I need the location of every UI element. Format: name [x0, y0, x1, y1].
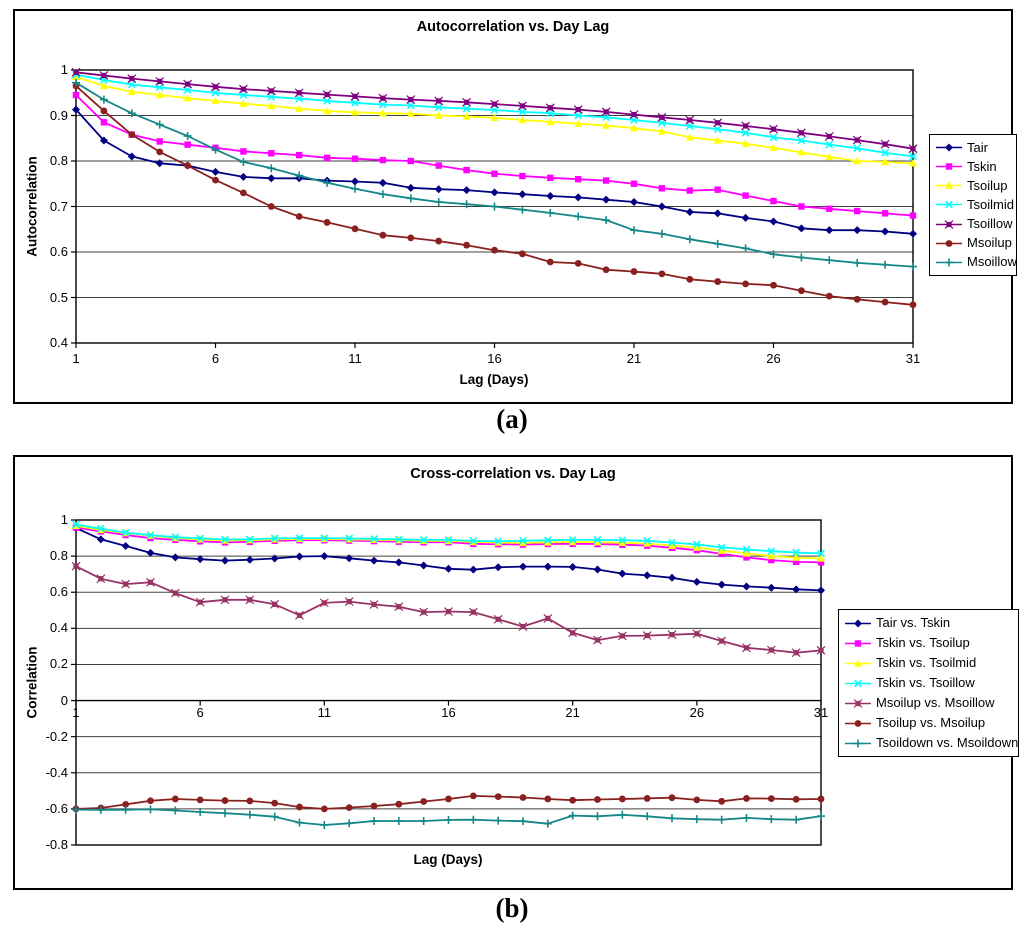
x-tick-label: 31 [905, 351, 921, 366]
legend-label: Tskin [967, 158, 997, 174]
triangle-marker-icon [845, 659, 871, 667]
y-tick-label: 0.4 [49, 335, 68, 350]
legend-item-tsoildown-vs-msoildown: Tsoildown vs. Msoildown [844, 735, 1019, 750]
y-tick-label: -0.6 [45, 800, 68, 816]
x-marker-icon [936, 201, 962, 209]
caption-b: (b) [495, 893, 529, 923]
diamond-marker-icon [936, 143, 962, 152]
x-tick-label: 1 [72, 351, 80, 366]
legend-item-tair: Tair [935, 139, 1014, 155]
legend-label: Tskin vs. Tsoillow [876, 675, 975, 690]
x-tick-label: 6 [196, 705, 204, 720]
legend-label: Tair vs. Tskin [876, 615, 951, 630]
legend-label: Tsoilmid [967, 196, 1014, 212]
legend-item-msoillow: Msoillow [935, 254, 1017, 270]
chart-b-legend: Tair vs. Tskin Tskin vs. Tsoilup Tskin vs.… [838, 609, 1019, 757]
y-tick-label: 0 [60, 692, 68, 708]
circle-marker-icon [936, 239, 962, 247]
legend-label: Msoillow [967, 254, 1017, 270]
legend-label: Tsoilup vs. Msoilup [876, 715, 986, 730]
x-tick-label: 11 [317, 705, 332, 720]
y-tick-label: 1 [60, 62, 68, 77]
y-tick-label: 0.5 [49, 289, 68, 305]
diamond-marker-icon [845, 619, 871, 627]
legend-label: Tsoildown vs. Msoildown [876, 735, 1019, 750]
y-tick-label: -0.4 [45, 764, 68, 780]
legend-item-tsoilmid: Tsoilmid [935, 196, 1014, 212]
y-tick-label: 0.6 [49, 244, 68, 259]
chart-a-legend: Tair Tskin Tsoilup Tsoilmid Tsoillow Msoilup M… [929, 134, 1017, 276]
x-tick-label: 31 [813, 705, 829, 720]
legend-label: Tsoillow [967, 216, 1013, 232]
y-tick-label: -0.8 [45, 837, 68, 852]
x-marker-icon [845, 679, 871, 687]
y-tick-label: 1 [60, 512, 68, 527]
y-tick-label: 0.7 [49, 198, 68, 214]
chart-a-title: Autocorrelation vs. Day Lag [416, 19, 610, 35]
legend-label: Msoilup vs. Msoillow [876, 695, 995, 710]
x-tick-label: 16 [441, 705, 456, 720]
x-tick-label: 26 [689, 705, 705, 720]
square-marker-icon [845, 639, 871, 647]
legend-item-tair-vs-tskin: Tair vs. Tskin [844, 616, 1016, 630]
x-tick-label: 21 [565, 705, 580, 720]
legend-item-msoilup: Msoilup [935, 236, 1014, 250]
chart-a-x-axis-title: Lag (Days) [459, 372, 529, 387]
plus-marker-icon [936, 258, 962, 267]
caption-a: (a) [496, 404, 528, 434]
star-marker-icon [845, 698, 871, 708]
y-tick-label: 0.4 [49, 620, 68, 636]
circle-marker-icon [845, 719, 871, 727]
x-tick-label: 26 [766, 351, 781, 366]
x-tick-label: 11 [348, 351, 362, 366]
y-tick-label: 0.6 [49, 584, 68, 600]
x-tick-label: 1 [72, 705, 80, 720]
legend-label: Tsoilup [967, 177, 1008, 193]
square-marker-icon [936, 163, 962, 170]
legend-label: Tair [967, 139, 988, 155]
legend-item-tskin-vs-tsoilup: Tskin vs. Tsoilup [844, 636, 1016, 650]
star-marker-icon [936, 219, 962, 229]
plus-marker-icon [845, 739, 871, 747]
chart-b-title: Cross-correlation vs. Day Lag [410, 466, 616, 482]
legend-item-msoilup-vs-msoillow: Msoilup vs. Msoillow [844, 696, 1016, 710]
x-tick-label: 21 [626, 351, 642, 366]
legend-label: Tskin vs. Tsoilup [876, 635, 970, 650]
y-tick-label: 0.9 [49, 107, 68, 123]
legend-label: Msoilup [967, 235, 1012, 251]
legend-item-tsoillow: Tsoillow [935, 217, 1014, 231]
legend-item-tsoilup-vs-msoilup: Tsoilup vs. Msoilup [844, 716, 1016, 730]
y-tick-label: 0.8 [49, 153, 68, 168]
legend-label: Tskin vs. Tsoilmid [876, 655, 977, 670]
x-tick-label: 16 [487, 351, 502, 366]
legend-item-tskin-vs-tsoillow: Tskin vs. Tsoillow [844, 676, 1016, 690]
y-tick-label: 0.2 [49, 656, 68, 672]
y-tick-label: -0.2 [45, 728, 68, 744]
x-tick-label: 6 [211, 351, 220, 366]
legend-item-tskin-vs-tsoilmid: Tskin vs. Tsoilmid [844, 656, 1016, 670]
y-tick-label: 0.8 [49, 548, 68, 564]
triangle-marker-icon [936, 181, 962, 190]
chart-b-x-axis-title: Lag (Days) [413, 852, 483, 867]
legend-item-tsoilup: Tsoilup [935, 177, 1014, 193]
panel-a-border [13, 9, 1013, 404]
legend-item-tskin: Tskin [935, 158, 1014, 174]
